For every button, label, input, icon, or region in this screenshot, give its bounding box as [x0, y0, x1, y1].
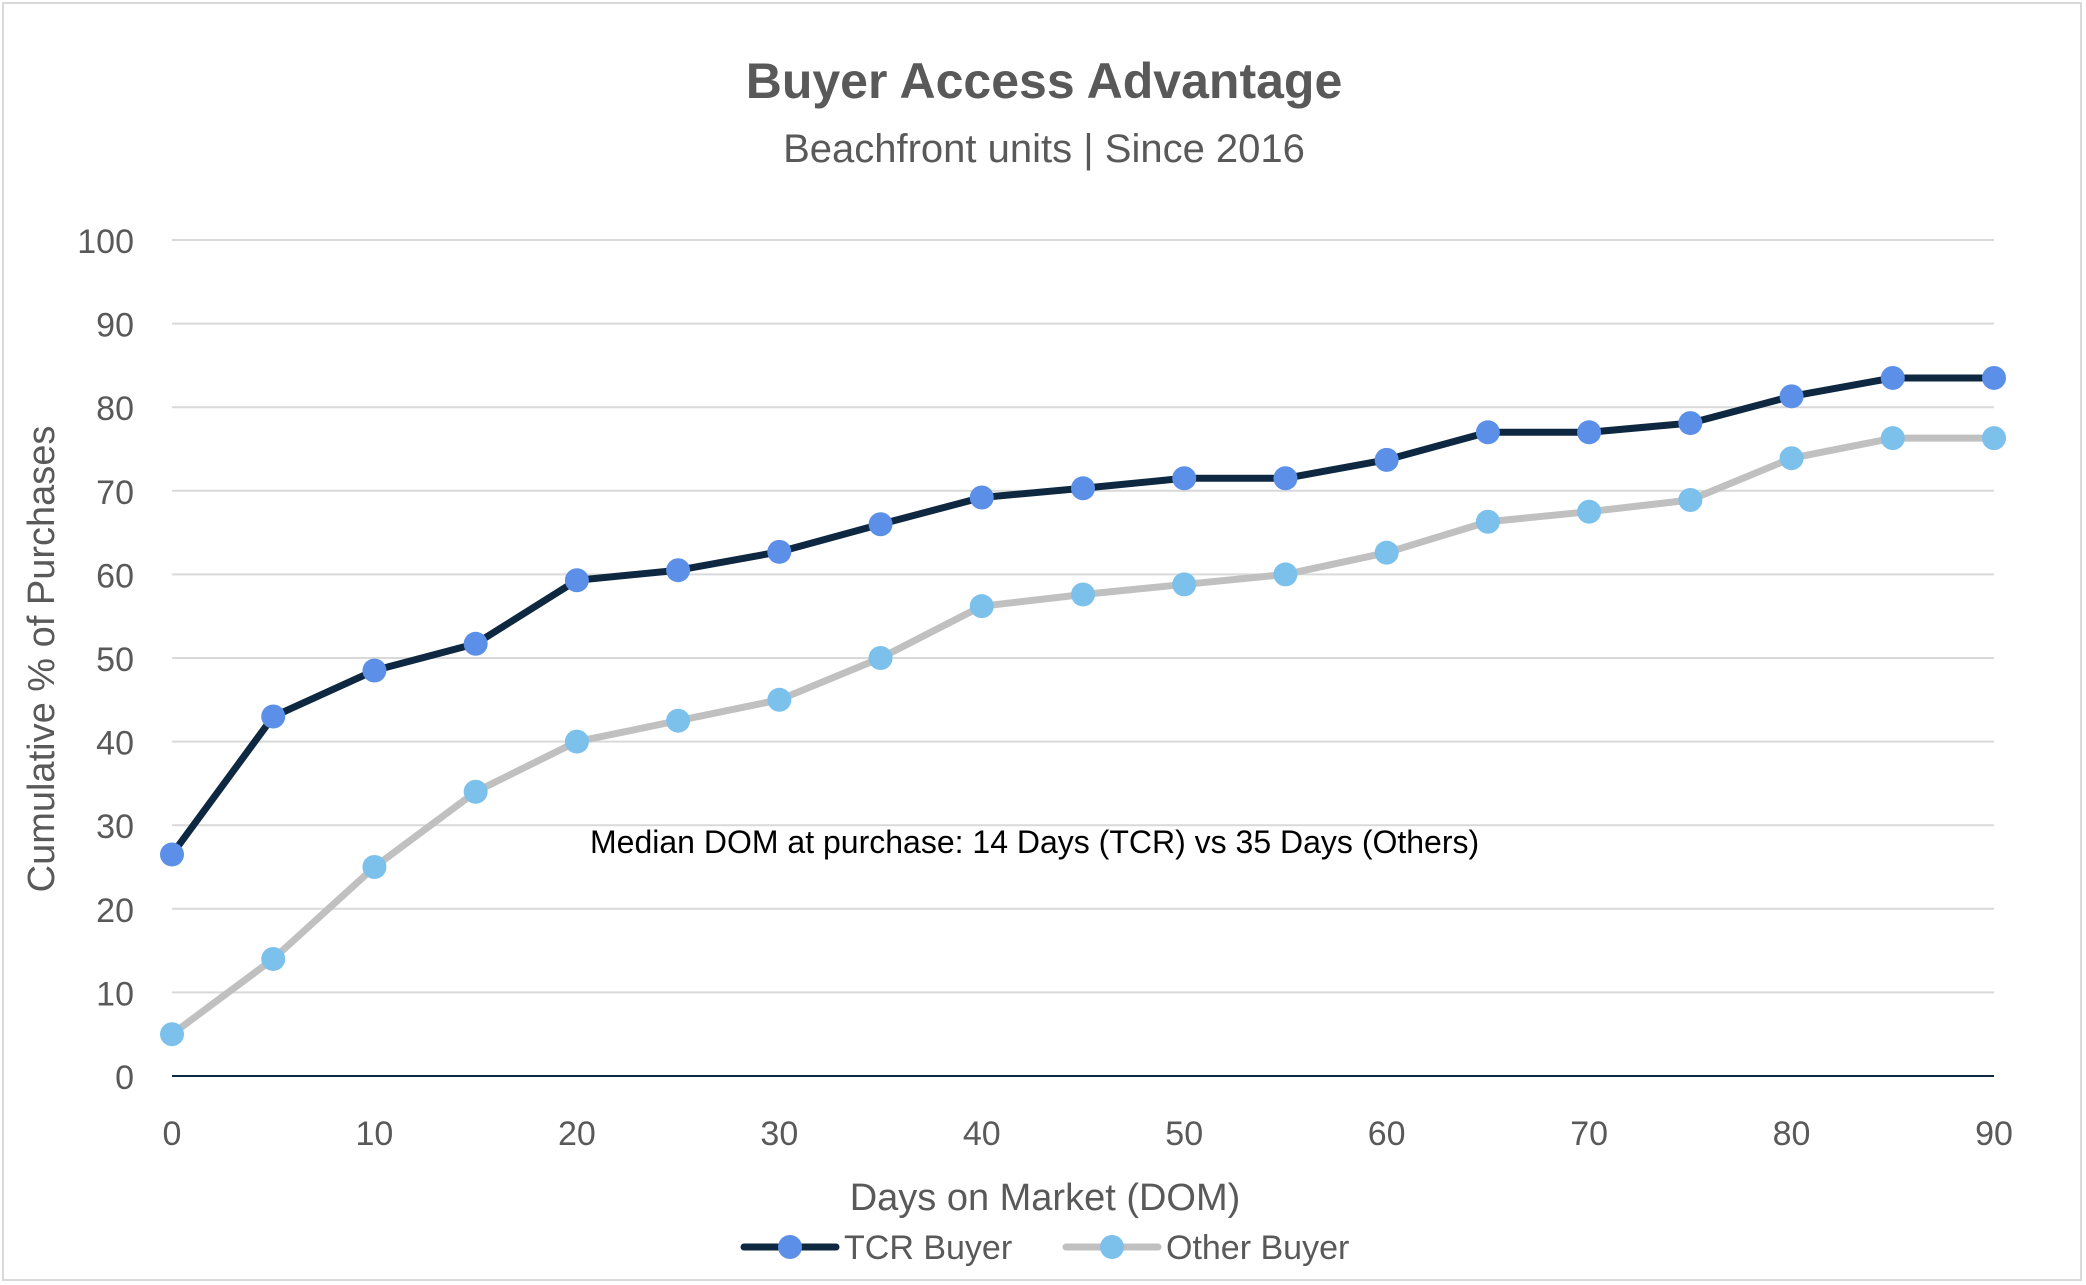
data-point-tcr-buyer [1475, 420, 1500, 445]
data-point-tcr-buyer [1071, 476, 1095, 501]
x-tick-label: 70 [1570, 1115, 1608, 1153]
data-point-other-buyer [564, 729, 589, 754]
x-tick-label: 80 [1773, 1115, 1811, 1153]
data-point-tcr-buyer [1982, 365, 2006, 390]
data-point-tcr-buyer [1577, 420, 1602, 445]
data-point-tcr-buyer [1880, 365, 1905, 390]
y-tick-label: 90 [96, 307, 134, 345]
data-point-other-buyer [969, 594, 994, 619]
data-point-tcr-buyer [1273, 466, 1298, 491]
legend-item-other-buyer: Other Buyer [1062, 1229, 1349, 1267]
data-point-tcr-buyer [868, 512, 893, 537]
data-point-tcr-buyer [463, 631, 488, 656]
chart-title: Buyer Access Advantage [746, 53, 1343, 109]
legend-label: Other Buyer [1166, 1229, 1349, 1267]
y-tick-label: 60 [96, 557, 134, 595]
data-point-tcr-buyer [564, 568, 589, 593]
data-point-other-buyer [868, 646, 893, 670]
y-tick-label: 10 [96, 975, 134, 1013]
data-point-other-buyer [1779, 446, 1804, 471]
data-point-other-buyer [1172, 572, 1197, 597]
data-point-other-buyer [767, 687, 792, 712]
x-tick-label: 30 [760, 1115, 798, 1153]
series-layer [160, 365, 2006, 1047]
x-tick-label: 90 [1975, 1115, 2013, 1153]
legend-item-tcr-buyer: TCR Buyer [740, 1229, 1012, 1267]
data-point-other-buyer [463, 779, 488, 804]
data-point-other-buyer [1678, 487, 1703, 512]
data-point-other-buyer [1273, 562, 1298, 587]
gridlines [172, 239, 1994, 1077]
x-axis-label: Days on Market (DOM) [850, 1177, 1241, 1219]
data-point-other-buyer [1475, 509, 1500, 534]
x-axis-ticks: 0 10 20 30 40 50 60 70 80 90 [163, 1115, 2013, 1153]
data-point-tcr-buyer [969, 485, 994, 510]
data-point-other-buyer [1577, 499, 1602, 524]
series-line-other-buyer [168, 434, 1998, 1038]
x-tick-label: 60 [1368, 1115, 1406, 1153]
y-tick-label: 40 [96, 725, 134, 763]
data-point-tcr-buyer [261, 704, 286, 729]
x-tick-label: 40 [963, 1115, 1001, 1153]
data-point-other-buyer [1982, 426, 2006, 451]
y-axis-ticks: 0 10 20 30 40 50 60 70 80 90 100 [77, 223, 134, 1097]
data-point-tcr-buyer [362, 658, 387, 683]
y-tick-label: 50 [96, 641, 134, 679]
x-tick-label: 20 [558, 1115, 596, 1153]
chart-svg: Buyer Access Advantage Beachfront units … [21, 53, 2013, 1267]
y-tick-label: 30 [96, 808, 134, 846]
series-tcr-buyer [160, 365, 2006, 867]
data-point-other-buyer [362, 855, 387, 879]
data-point-other-buyer [261, 946, 286, 971]
median-annotation: Median DOM at purchase: 14 Days (TCR) vs… [590, 824, 1479, 860]
data-point-other-buyer [160, 1022, 184, 1047]
data-point-tcr-buyer [1172, 466, 1197, 491]
legend-swatch-marker [778, 1235, 802, 1259]
series-other-buyer [160, 426, 2006, 1047]
legend-swatch-marker [1100, 1235, 1124, 1259]
y-tick-label: 80 [96, 390, 134, 428]
data-point-tcr-buyer [767, 539, 792, 564]
legend: TCR Buyer Other Buyer [740, 1229, 1349, 1267]
data-point-tcr-buyer [160, 842, 184, 867]
data-point-other-buyer [1071, 582, 1095, 607]
y-axis-label: Cumulative % of Purchases [21, 426, 63, 893]
y-tick-label: 0 [115, 1059, 134, 1097]
legend-label: TCR Buyer [844, 1229, 1012, 1267]
data-point-other-buyer [1880, 426, 1905, 451]
chart-subtitle: Beachfront units | Since 2016 [783, 127, 1305, 171]
y-tick-label: 20 [96, 892, 134, 930]
data-point-tcr-buyer [1779, 384, 1804, 409]
x-tick-label: 10 [356, 1115, 394, 1153]
y-tick-label: 70 [96, 474, 134, 512]
data-point-other-buyer [666, 708, 691, 733]
x-tick-label: 0 [163, 1115, 182, 1153]
y-tick-label: 100 [77, 223, 134, 261]
x-tick-label: 50 [1165, 1115, 1203, 1153]
data-point-tcr-buyer [1374, 447, 1399, 472]
series-line-tcr-buyer [168, 374, 1998, 858]
data-point-other-buyer [1374, 540, 1399, 565]
data-point-tcr-buyer [1678, 411, 1703, 436]
data-point-tcr-buyer [666, 558, 691, 583]
